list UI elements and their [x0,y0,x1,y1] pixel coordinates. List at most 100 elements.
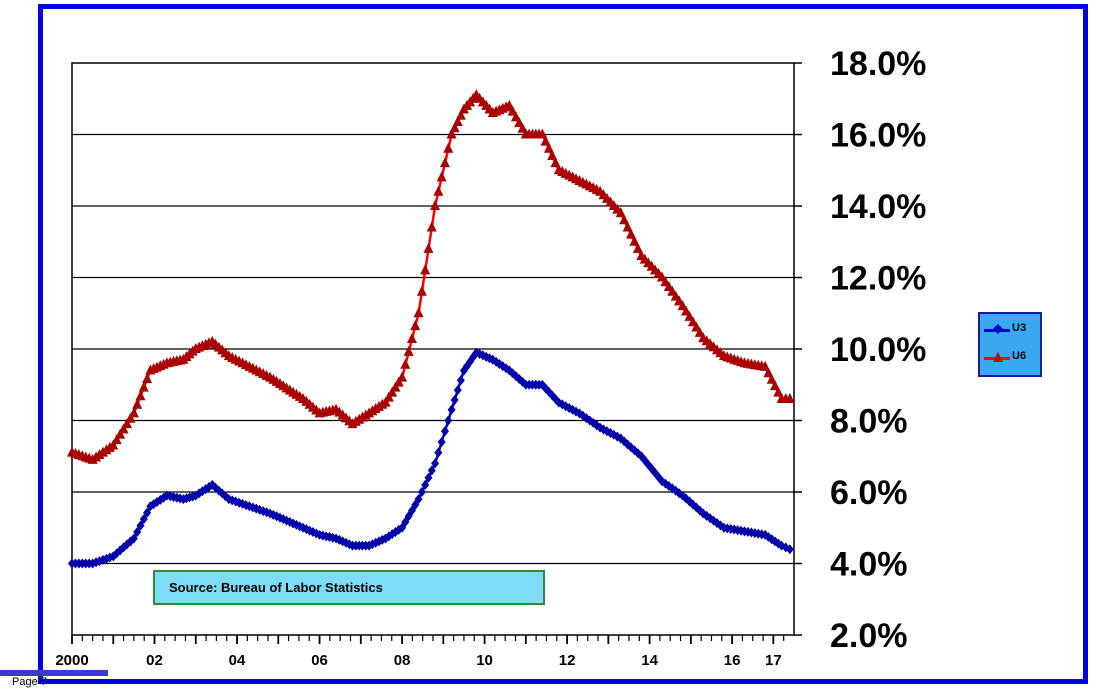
data-point [446,128,457,139]
page-indicator-bar [0,670,108,676]
data-point [436,171,447,182]
data-point [440,426,449,437]
data-point [380,396,391,407]
x-tick-label: 14 [641,652,658,669]
y-tick-label: 2.0% [830,617,908,655]
legend-item-u6: U6 [984,348,1040,368]
data-point [537,128,548,139]
data-point [142,373,153,384]
diamond-marker-icon [993,324,1003,334]
data-point [420,264,431,275]
data-point [540,135,551,146]
data-point [443,142,454,153]
data-point [108,439,119,450]
legend-u6-label: U6 [1012,350,1027,362]
series-u6 [67,89,795,464]
series-line-u3 [72,351,791,565]
data-point [413,307,424,318]
data-point [111,434,122,445]
legend-u3-label: U3 [1012,322,1027,334]
data-point [387,386,398,397]
data-point [763,367,774,378]
data-point [450,394,459,405]
data-point [122,418,133,429]
y-tick-label: 8.0% [830,403,908,441]
page-label: Page 7 [12,676,47,688]
y-tick-label: 10.0% [830,331,926,369]
data-point [431,458,440,469]
data-point [427,465,436,476]
y-tick-label: 14.0% [830,188,926,226]
data-point [452,115,463,126]
data-point [417,487,426,497]
data-point [139,514,148,525]
x-tick-label: 17 [765,652,782,669]
data-point [456,375,465,386]
triangle-marker-icon [993,352,1003,362]
x-tick-label: 12 [559,652,576,669]
y-tick-label: 12.0% [830,260,926,298]
data-point [433,185,444,196]
data-point [129,533,138,544]
source-note: Source: Bureau of Labor Statistics [153,570,545,605]
data-point [138,381,149,392]
y-tick-label: 18.0% [830,45,926,83]
data-point [135,390,146,401]
data-point [543,142,554,153]
data-point [136,520,145,531]
data-point [424,472,433,483]
data-point [453,385,462,396]
data-point [439,157,450,168]
x-axis: 2000 02 04 06 08 10 12 14 16 17 [55,635,785,669]
x-tick-label: 04 [229,652,246,669]
data-point [423,242,434,253]
data-point [547,149,558,160]
y-tick-label: 4.0% [830,546,908,584]
data-point [406,332,417,343]
data-point [447,404,456,415]
data-point [390,381,401,392]
data-point [414,494,423,505]
x-tick-label: 02 [146,652,163,669]
data-point [615,207,626,218]
data-point [393,376,404,387]
x-tick-label: 06 [311,652,328,669]
data-point [550,157,561,168]
y-tick-label: 6.0% [830,474,908,512]
data-point [128,407,139,418]
data-point [773,386,784,397]
data-point [403,345,414,356]
data-point [770,380,781,391]
data-point [629,235,640,246]
data-point [400,358,411,369]
y-tick-label: 16.0% [830,117,926,155]
data-point [622,221,633,232]
data-point [410,320,421,331]
data-point [252,503,261,514]
chart-frame [38,4,1088,684]
data-point [455,109,466,120]
data-point [632,242,643,253]
series-u3 [68,347,794,569]
x-tick-label: 10 [476,652,493,669]
data-point [133,527,142,538]
y-axis: 2.0% 4.0% 6.0% 8.0% 10.0% 12.0% 14.0% 16.0% 18.0… [794,45,926,655]
data-point [426,221,437,232]
data-point [626,228,637,239]
legend: U3 U6 [978,312,1042,377]
x-tick-label: 16 [724,652,741,669]
legend-item-u3: U3 [984,320,1040,340]
series-layer [67,89,795,569]
data-point [430,200,441,210]
data-point [784,393,795,404]
x-tick-label: 2000 [55,652,88,669]
data-point [143,507,152,518]
data-point [449,122,460,133]
data-point [434,447,443,458]
data-point [505,365,514,376]
data-point [421,479,430,490]
data-point [383,391,394,402]
data-point [766,373,777,384]
data-point [132,398,143,409]
